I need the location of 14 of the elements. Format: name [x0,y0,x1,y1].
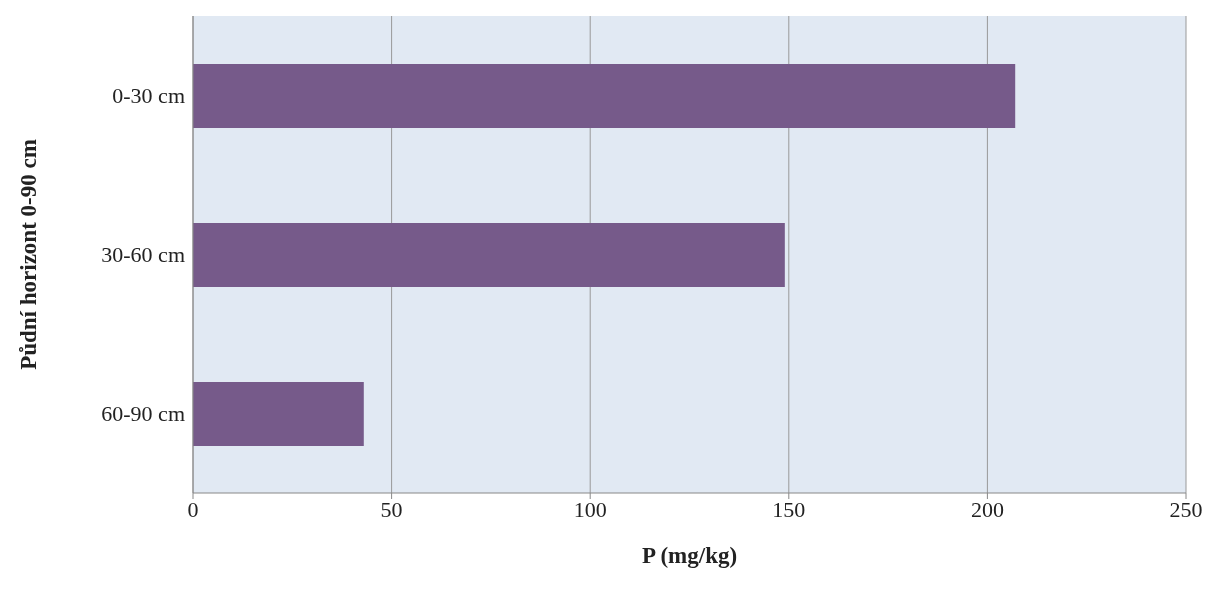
x-axis-title: P (mg/kg) [641,543,738,568]
y-tick-label: 0-30 cm [112,83,185,109]
y-tick-label: 30-60 cm [101,242,185,268]
x-tick-label: 0 [187,496,199,522]
x-tick-label: 50 [380,496,403,522]
y-axis-title: Půdní horizont 0-90 cm [16,139,42,370]
bar [193,382,364,446]
x-tick-label: 250 [1169,496,1203,522]
y-tick-label: 60-90 cm [101,401,185,427]
bar [193,64,1016,128]
bar [193,223,785,287]
x-tick-label: 150 [772,496,806,522]
x-tick-label: 200 [970,496,1004,522]
x-tick-label: 100 [573,496,607,522]
